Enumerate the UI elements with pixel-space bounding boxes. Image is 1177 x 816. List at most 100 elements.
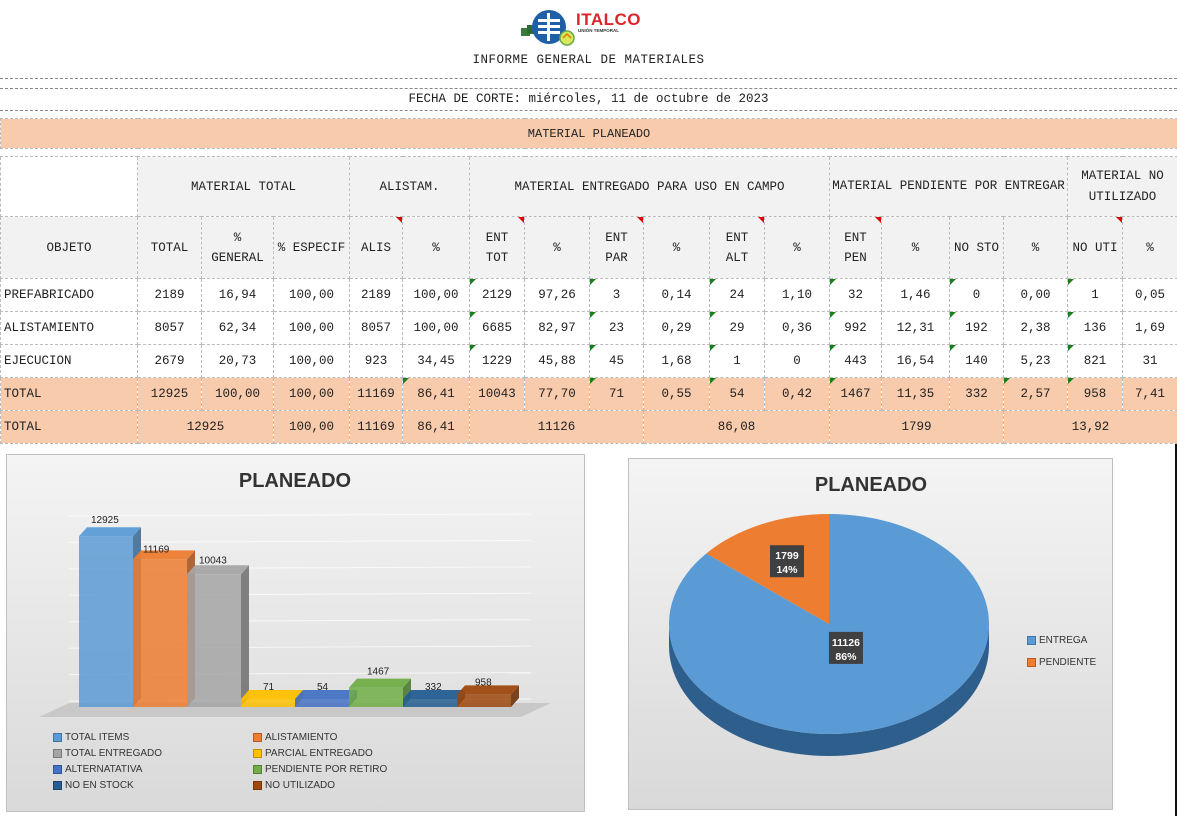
total-cell: 77,70 [524, 377, 590, 411]
table-cell: 100,00 [273, 311, 350, 345]
table-cell: 62,34 [201, 311, 274, 345]
pie-percent: 14% [776, 564, 798, 576]
bar-value-label: 12925 [91, 515, 119, 526]
total-cell: 11169 [349, 377, 403, 411]
bar-value-label: 10043 [199, 555, 227, 566]
cell-comment-marker [950, 279, 956, 285]
col-header: % [881, 216, 950, 279]
legend-swatch [253, 764, 262, 774]
table-cell: 3 [589, 278, 644, 312]
table-cell: 1 [709, 344, 765, 378]
total-cell: 2,57 [1003, 377, 1068, 411]
gridline [68, 513, 532, 517]
table-cell: 16,94 [201, 278, 274, 312]
legend-item: PENDIENTE POR RETIRO [253, 762, 453, 776]
table-cell: 192 [949, 311, 1004, 345]
table-cell: 1,68 [643, 344, 710, 378]
pie-percent: 86% [835, 651, 857, 663]
summary-no-util-pct: 13,92 [1002, 410, 1177, 444]
gridline [68, 539, 532, 543]
cell-comment-marker [710, 345, 716, 351]
bar-top [457, 685, 519, 695]
pie-value: 1799 [775, 550, 799, 562]
total-label: TOTAL [0, 377, 138, 411]
table-cell: 100,00 [273, 278, 350, 312]
legend-item: PENDIENTE [1027, 651, 1096, 673]
cell-comment-marker [830, 312, 836, 318]
summary-row: TOTAL 12925 100,00 11169 86,41 11126 86,… [0, 410, 1177, 444]
table-cell: 34,45 [402, 344, 470, 378]
cell-comment-marker [875, 217, 881, 223]
table-cell: 8057 [349, 311, 403, 345]
legend-label: ALTERNATATIVA [65, 763, 143, 775]
summary-label: TOTAL [0, 410, 138, 444]
pie-chart-panel: PLANEADO 11126 86% 1799 14% ENTREGA PENDIENT… [628, 458, 1113, 810]
bar-value-label: 332 [425, 682, 442, 693]
legend-item: TOTAL ITEMS [53, 730, 253, 744]
bar: 12925 [79, 515, 141, 707]
total-cell: 0,42 [764, 377, 830, 411]
pie-chart-legend: ENTREGA PENDIENTE [1027, 629, 1096, 673]
bar-value-label: 11169 [143, 544, 170, 555]
table-cell: 82,97 [524, 311, 590, 345]
cell-comment-marker [590, 378, 596, 384]
total-cell: 100,00 [201, 377, 274, 411]
table-cell: 16,54 [881, 344, 950, 378]
table-cell: 100,00 [402, 278, 470, 312]
table-cell: 45,88 [524, 344, 590, 378]
table-cell: 32 [829, 278, 882, 312]
row-label: PREFABRICADO [0, 278, 138, 312]
legend-swatch [1027, 657, 1036, 667]
table-cell: 2189 [137, 278, 202, 312]
cell-comment-marker [710, 312, 716, 318]
divider [0, 110, 1177, 111]
cell-comment-marker [470, 345, 476, 351]
legend-item: PARCIAL ENTREGADO [253, 746, 453, 760]
table-cell: 140 [949, 344, 1004, 378]
cell-comment-marker [590, 279, 596, 285]
total-cell: 12925 [137, 377, 202, 411]
table-cell: 2679 [137, 344, 202, 378]
col-header: TOTAL [137, 216, 202, 279]
bar-top [133, 550, 195, 560]
table-row: ALISTAMIENTO 8057 62,34 100,00 8057 100,00 668… [0, 311, 1177, 345]
table-cell: 20,73 [201, 344, 274, 378]
legend-swatch [253, 780, 262, 790]
bar-front [187, 574, 241, 707]
total-cell: 10043 [469, 377, 525, 411]
cell-comment-marker [1068, 378, 1074, 384]
group-material-no-utilizado: MATERIAL NO UTILIZADO [1066, 156, 1177, 217]
bar-value-label: 1467 [367, 667, 390, 678]
legend-item: NO UTILIZADO [253, 778, 453, 792]
col-header: ENT ALT [709, 216, 765, 279]
cell-comment-marker [396, 217, 402, 223]
col-header: NO UTI [1067, 216, 1123, 279]
cell-comment-marker [470, 312, 476, 318]
total-cell: 7,41 [1121, 377, 1177, 411]
table-cell: 2,38 [1003, 311, 1068, 345]
cell-comment-marker [637, 217, 643, 223]
legend-swatch [1027, 635, 1036, 645]
table-cell: 100,00 [273, 344, 350, 378]
bar-value-label: 958 [475, 677, 492, 688]
table-cell: 443 [829, 344, 882, 378]
table-row: EJECUCION 2679 20,73 100,00 923 34,45 1229 45,8… [0, 344, 1177, 378]
italco-logo [521, 10, 575, 46]
table-cell: 6685 [469, 311, 525, 345]
cell-comment-marker [590, 312, 596, 318]
table-cell: 8057 [137, 311, 202, 345]
legend-swatch [53, 780, 62, 790]
col-header: % GENERAL [201, 216, 274, 279]
legend-item: ALISTAMIENTO [253, 730, 453, 744]
table-cell: 923 [349, 344, 403, 378]
cell-comment-marker [1068, 345, 1074, 351]
legend-label: TOTAL ITEMS [65, 731, 130, 743]
cell-comment-marker [403, 378, 409, 384]
cell-comment-marker [758, 217, 764, 223]
cell-comment-marker [830, 378, 836, 384]
materials-table: MATERIAL PLANEADO MATERIAL TOTAL ALISTAM… [0, 118, 1177, 444]
bar-side [511, 685, 519, 707]
bar-top [349, 678, 411, 688]
legend-label: ENTREGA [1039, 634, 1088, 646]
row-label: EJECUCION [0, 344, 138, 378]
